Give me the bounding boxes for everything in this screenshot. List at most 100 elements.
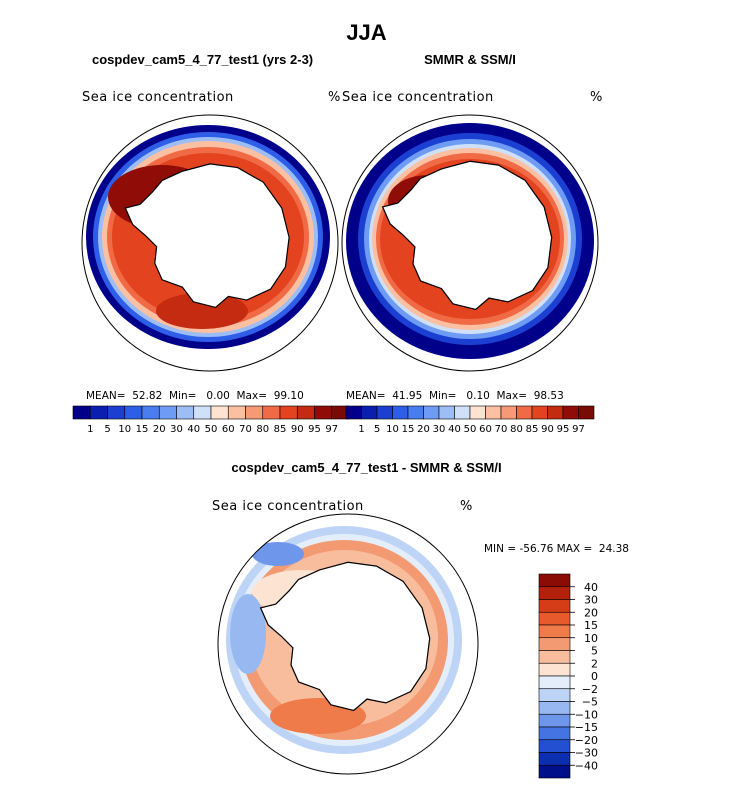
right-colorbar-label: 30	[433, 424, 446, 435]
diff-colorbar-label: 20	[584, 606, 598, 619]
right-colorbar-box	[376, 405, 393, 420]
diff-colorbar-label: 10	[584, 632, 598, 645]
right-colorbar-box	[531, 405, 548, 420]
left-colorbar-label: 50	[205, 424, 218, 435]
right-colorbar-box	[485, 405, 502, 420]
right-colorbar-label: 60	[479, 424, 492, 435]
diff-colorbar-label: 5	[591, 645, 598, 658]
diff-colorbar-label: 0	[591, 670, 598, 683]
right-colorbar-label: 10	[386, 424, 399, 435]
left-map-border	[81, 114, 339, 372]
right-colorbar-box	[562, 405, 579, 420]
diff-colorbar-label: −15	[575, 721, 598, 734]
left-colorbar-label: 5	[104, 424, 110, 435]
left-colorbar: 1 5 10 15 20 30 40 50 60 70 80 85 90 95 97	[72, 405, 350, 435]
right-colorbar-label: 1	[358, 424, 364, 435]
diff-colorbar-label: −40	[575, 759, 598, 772]
left-unit: %	[328, 90, 341, 105]
right-colorbar-label: 70	[495, 424, 508, 435]
right-colorbar-label: 90	[541, 424, 554, 435]
left-colorbar-box	[227, 405, 246, 420]
diff-colorbar-box	[538, 701, 571, 715]
diff-map	[218, 514, 478, 774]
left-colorbar-label: 40	[187, 424, 200, 435]
left-colorbar-box	[107, 405, 126, 420]
diff-colorbar-box	[538, 662, 571, 677]
left-colorbar-label: 70	[239, 424, 252, 435]
diff-colorbar-box	[538, 573, 571, 588]
left-colorbar-label: 1	[87, 424, 93, 435]
diff-colorbar-box	[538, 726, 571, 741]
right-colorbar-box	[547, 405, 564, 420]
diff-colorbar-box	[538, 713, 571, 728]
left-colorbar-box	[279, 405, 298, 420]
left-map	[82, 115, 338, 371]
right-unit: %	[590, 90, 603, 105]
right-colorbar-box	[454, 405, 471, 420]
diff-colorbar-box	[538, 752, 571, 766]
right-min-label: Min=	[428, 390, 457, 402]
left-colorbar-label: 97	[325, 424, 338, 435]
left-max-label: Max=	[236, 390, 268, 402]
right-subtitle: SMMR & SSM/I	[424, 52, 516, 67]
left-colorbar-box	[176, 405, 195, 420]
diff-colorbar-label: −5	[582, 696, 598, 709]
left-max-value: 99.10	[273, 390, 304, 402]
diff-minmax: MIN = -56.76 MAX = 24.38	[484, 543, 629, 555]
diff-subtitle: cospdev_cam5_4_77_test1 - SMMR & SSM/I	[231, 460, 502, 475]
right-colorbar-box	[500, 405, 517, 420]
diff-colorbar-label: 40	[584, 581, 598, 594]
diff-colorbar-label: 15	[584, 619, 598, 632]
left-colorbar-box	[262, 405, 281, 420]
right-colorbar-label: 85	[526, 424, 539, 435]
right-colorbar-label: 80	[510, 424, 523, 435]
right-mean-label: MEAN=	[346, 390, 386, 402]
right-colorbar-box	[361, 405, 378, 420]
left-colorbar-box	[124, 405, 143, 420]
left-colorbar-box	[314, 405, 333, 420]
left-colorbar-box	[193, 405, 212, 420]
left-subtitle: cospdev_cam5_4_77_test1 (yrs 2-3)	[92, 52, 314, 67]
right-colorbar-box	[516, 405, 533, 420]
left-colorbar-box	[158, 405, 177, 420]
left-colorbar-label: 15	[136, 424, 149, 435]
left-colorbar-label: 20	[153, 424, 166, 435]
diff-colorbar-label: −2	[582, 683, 598, 696]
left-colorbar-box	[296, 405, 315, 420]
right-min-value: 0.10	[466, 390, 490, 402]
right-colorbar-label: 40	[448, 424, 461, 435]
right-map	[342, 115, 598, 371]
page-title: JJA	[346, 20, 387, 45]
right-map-border	[341, 114, 599, 372]
diff-colorbar-label: −30	[575, 747, 598, 760]
right-colorbar-label: 97	[572, 424, 585, 435]
left-min-value: 0.00	[206, 390, 230, 402]
diff-colorbar-label: 30	[584, 594, 598, 607]
diff-colorbar-label: −10	[575, 708, 598, 721]
diff-colorbar-box	[538, 637, 571, 651]
right-stats: MEAN= 41.95 Min= 0.10 Max= 98.53	[346, 390, 564, 402]
right-colorbar-box	[578, 405, 595, 420]
right-colorbar-label: 20	[417, 424, 430, 435]
right-colorbar-box	[423, 405, 440, 420]
diff-colorbar-box	[538, 675, 571, 690]
right-colorbar-box	[469, 405, 486, 420]
diff-colorbar-label: 2	[591, 657, 598, 670]
right-mean-value: 41.95	[392, 390, 423, 402]
left-colorbar-box	[141, 405, 160, 420]
right-colorbar-label: 15	[402, 424, 415, 435]
left-colorbar-box	[72, 405, 91, 420]
diff-colorbar-box	[538, 624, 571, 639]
left-colorbar-box	[210, 405, 229, 420]
diff-colorbar-box	[538, 764, 571, 779]
left-mean-label: MEAN=	[86, 390, 126, 402]
left-colorbar-label: 95	[308, 424, 321, 435]
left-min-label: Min=	[168, 390, 197, 402]
diff-field-label: Sea ice concentration	[212, 499, 364, 514]
diff-colorbar-box	[538, 611, 571, 626]
right-colorbar: 1 5 10 15 20 30 40 50 60 70 80 85 90 95 97	[345, 405, 595, 435]
right-colorbar-label: 5	[374, 424, 380, 435]
left-mean-value: 52.82	[132, 390, 163, 402]
right-colorbar-label: 50	[464, 424, 477, 435]
